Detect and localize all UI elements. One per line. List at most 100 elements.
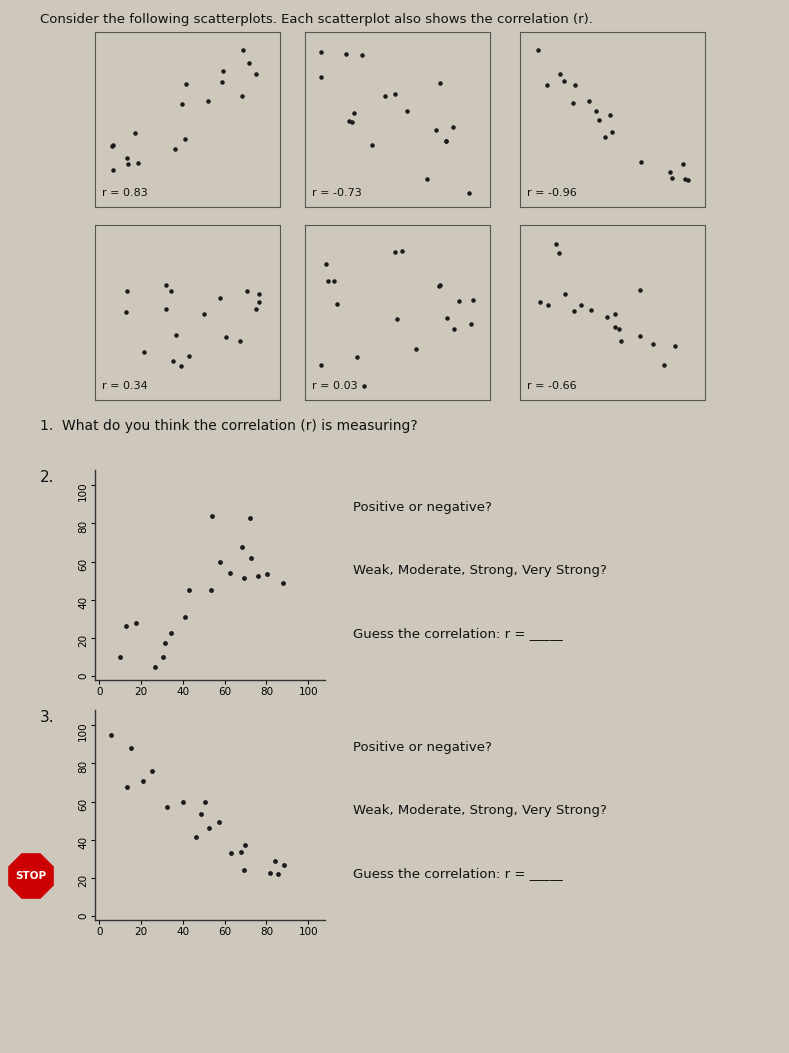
Point	[583, 93, 596, 110]
Text: 1.  What do you think the correlation (r) is measuring?: 1. What do you think the correlation (r)…	[40, 419, 417, 433]
Point	[598, 128, 611, 145]
Point	[657, 357, 670, 374]
Point	[125, 740, 137, 757]
Point	[179, 76, 192, 93]
Point	[179, 131, 192, 147]
Point	[122, 156, 134, 173]
Point	[465, 316, 477, 333]
Point	[202, 93, 215, 110]
Point	[585, 301, 597, 318]
Point	[224, 564, 237, 581]
Point	[264, 865, 276, 881]
Point	[328, 273, 341, 290]
Point	[439, 133, 452, 150]
Text: r = -0.66: r = -0.66	[527, 381, 577, 392]
Point	[608, 319, 621, 336]
Point	[434, 277, 447, 294]
Point	[557, 73, 570, 90]
Point	[170, 326, 182, 343]
Point	[242, 55, 255, 72]
Point	[276, 575, 289, 592]
Point	[132, 155, 144, 172]
Point	[646, 335, 659, 352]
Point	[205, 582, 218, 599]
Text: 2.: 2.	[40, 470, 54, 485]
Text: Positive or negative?: Positive or negative?	[353, 741, 492, 754]
Point	[447, 320, 460, 337]
Point	[593, 112, 605, 128]
Point	[331, 296, 343, 313]
Point	[429, 121, 442, 138]
Text: r = -0.96: r = -0.96	[527, 188, 577, 198]
Point	[225, 845, 237, 861]
Point	[462, 184, 475, 201]
Point	[217, 62, 230, 79]
Point	[634, 154, 647, 171]
Point	[214, 554, 226, 571]
Point	[137, 343, 150, 360]
Text: 3.: 3.	[40, 710, 54, 726]
Point	[679, 171, 691, 187]
Text: r = 0.03: r = 0.03	[312, 381, 358, 392]
Point	[195, 806, 208, 822]
Point	[605, 123, 618, 140]
Point	[315, 356, 327, 373]
Point	[206, 508, 219, 524]
Point	[178, 609, 191, 625]
Point	[174, 357, 187, 374]
Point	[241, 282, 253, 299]
Point	[669, 338, 682, 355]
Point	[549, 236, 562, 253]
Point	[122, 282, 134, 299]
Point	[214, 290, 226, 306]
Point	[612, 320, 625, 337]
Point	[148, 658, 161, 675]
Point	[567, 303, 580, 320]
Text: r = 0.34: r = 0.34	[103, 381, 148, 392]
Point	[604, 107, 617, 124]
Point	[189, 829, 202, 846]
Point	[677, 156, 690, 173]
Point	[261, 565, 274, 582]
Text: Positive or negative?: Positive or negative?	[353, 501, 492, 514]
Point	[315, 43, 327, 60]
Point	[120, 303, 133, 320]
Point	[396, 243, 409, 260]
Text: Consider the following scatterplots. Each scatterplot also shows the correlation: Consider the following scatterplots. Eac…	[40, 13, 593, 25]
Point	[237, 861, 250, 878]
Point	[315, 68, 327, 85]
Text: Guess the correlation: r = _____: Guess the correlation: r = _____	[353, 628, 563, 640]
Point	[238, 837, 251, 854]
Point	[121, 150, 133, 166]
Point	[250, 65, 263, 82]
Point	[567, 95, 580, 112]
Point	[175, 96, 188, 113]
Point	[575, 297, 588, 314]
Point	[244, 510, 256, 526]
Point	[245, 550, 258, 567]
Point	[440, 133, 453, 150]
Point	[252, 285, 265, 302]
Point	[237, 41, 249, 58]
Point	[120, 778, 133, 795]
Point	[129, 614, 142, 631]
Point	[167, 353, 180, 370]
Point	[114, 649, 127, 665]
Point	[252, 293, 265, 310]
Point	[219, 329, 232, 345]
Point	[145, 762, 158, 779]
Point	[391, 311, 403, 327]
Point	[129, 125, 142, 142]
Point	[542, 297, 555, 314]
Point	[199, 794, 211, 811]
Text: Weak, Moderate, Strong, Very Strong?: Weak, Moderate, Strong, Very Strong?	[353, 564, 608, 577]
Point	[165, 283, 178, 300]
Point	[156, 649, 169, 665]
Point	[421, 171, 433, 187]
Point	[466, 292, 479, 309]
Point	[664, 164, 676, 181]
Point	[107, 137, 119, 154]
Point	[268, 852, 281, 869]
Point	[340, 46, 353, 63]
Text: Weak, Moderate, Strong, Very Strong?: Weak, Moderate, Strong, Very Strong?	[353, 804, 608, 817]
